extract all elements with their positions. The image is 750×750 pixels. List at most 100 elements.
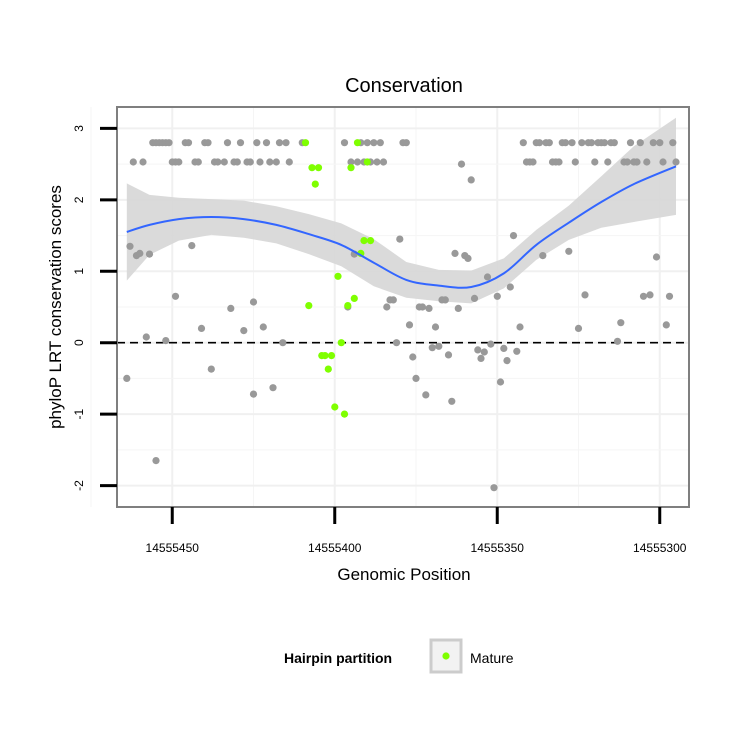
data-point-other	[126, 242, 134, 250]
data-point-other	[454, 304, 462, 312]
y-tick-label: 2	[72, 196, 86, 203]
x-tick-label: 14555400	[308, 541, 362, 555]
x-tick-label: 14555350	[471, 541, 525, 555]
data-point-other	[516, 323, 524, 331]
data-point-other	[363, 139, 371, 147]
data-point-other	[233, 158, 241, 166]
data-point-other	[379, 158, 388, 166]
data-point-other	[197, 324, 206, 332]
data-point-other	[623, 158, 631, 166]
data-point-other	[613, 337, 622, 345]
y-tick-label: 0	[72, 339, 86, 346]
data-point-mature	[337, 339, 345, 347]
smooth-curve	[126, 165, 677, 289]
data-point-other	[435, 342, 443, 350]
data-point-other	[535, 139, 544, 147]
confidence-ribbon	[126, 117, 677, 304]
data-point-other	[145, 250, 154, 258]
data-point-other	[431, 323, 440, 331]
data-point-other	[665, 292, 674, 300]
data-point-other	[503, 357, 511, 365]
data-point-other	[464, 254, 472, 262]
data-point-other	[412, 374, 420, 382]
data-point-other	[207, 365, 215, 373]
data-point-other	[162, 337, 170, 345]
data-point-other	[194, 158, 202, 166]
data-point-other	[652, 253, 661, 261]
data-point-other	[175, 158, 183, 166]
data-point-other	[123, 374, 131, 382]
data-point-other	[591, 158, 599, 166]
data-point-other	[184, 139, 193, 147]
data-point-other	[223, 139, 232, 147]
data-point-other	[171, 292, 180, 300]
data-point-other	[376, 139, 384, 147]
data-point-other	[561, 139, 570, 147]
y-axis-ticks: -2 -1 0 1 2 3	[72, 125, 117, 491]
data-point-other	[214, 158, 222, 166]
data-point-mature	[360, 237, 368, 245]
data-point-other	[262, 139, 271, 147]
data-point-mature	[334, 272, 342, 280]
data-point-other	[275, 139, 284, 147]
data-point-other	[467, 176, 475, 184]
data-point-mature	[350, 294, 358, 302]
legend-label-mature: Mature	[470, 650, 514, 666]
legend: Hairpin partition Mature	[284, 638, 514, 674]
data-point-other	[259, 323, 267, 331]
data-point-other	[500, 344, 508, 352]
data-point-other	[383, 303, 391, 311]
data-point-other	[529, 158, 537, 166]
data-point-other	[474, 346, 482, 354]
y-tick-label: -1	[72, 408, 86, 419]
data-point-other	[227, 304, 235, 312]
plot-panel-border	[116, 106, 690, 508]
data-point-other	[539, 252, 547, 260]
data-point-other	[451, 249, 459, 257]
data-point-other	[136, 249, 144, 257]
data-point-other	[643, 158, 651, 166]
data-point-other	[639, 292, 648, 300]
data-point-other	[409, 353, 417, 361]
data-point-mature	[366, 237, 375, 245]
chart-title: Conservation	[345, 75, 463, 97]
data-point-other	[370, 139, 378, 147]
data-point-other	[477, 354, 485, 362]
data-point-other	[448, 397, 456, 405]
x-axis-title: Genomic Position	[337, 565, 470, 584]
data-point-mature	[305, 302, 313, 310]
data-point-other	[656, 139, 664, 147]
data-point-other	[389, 296, 397, 304]
data-point-other	[506, 283, 514, 291]
data-point-other	[662, 321, 670, 329]
data-point-other	[373, 158, 381, 166]
y-tick-label: -2	[72, 480, 86, 491]
data-point-other	[249, 298, 258, 306]
data-point-mature	[308, 164, 316, 172]
data-point-mature	[331, 403, 339, 411]
data-point-mature	[321, 352, 329, 360]
data-point-other	[519, 139, 527, 147]
data-point-other	[204, 139, 212, 147]
data-point-other	[636, 139, 644, 147]
data-point-other	[659, 158, 667, 166]
data-point-other	[285, 158, 293, 166]
data-point-mature	[327, 352, 336, 360]
smooth-curve-layer	[126, 165, 677, 289]
data-point-other	[425, 304, 433, 312]
y-tick-label: 1	[72, 268, 86, 275]
data-point-other	[269, 384, 277, 392]
data-point-other	[220, 158, 228, 166]
data-point-other	[565, 247, 573, 255]
legend-key-mature-dot	[442, 652, 450, 660]
data-point-other	[669, 139, 677, 147]
data-point-other	[604, 158, 612, 166]
data-point-other	[422, 391, 430, 399]
data-point-other	[139, 158, 147, 166]
data-point-other	[428, 344, 436, 352]
data-point-other	[571, 158, 579, 166]
data-point-other	[353, 158, 362, 166]
data-point-other	[253, 139, 261, 147]
data-point-other	[487, 340, 495, 348]
data-point-other	[581, 291, 589, 299]
